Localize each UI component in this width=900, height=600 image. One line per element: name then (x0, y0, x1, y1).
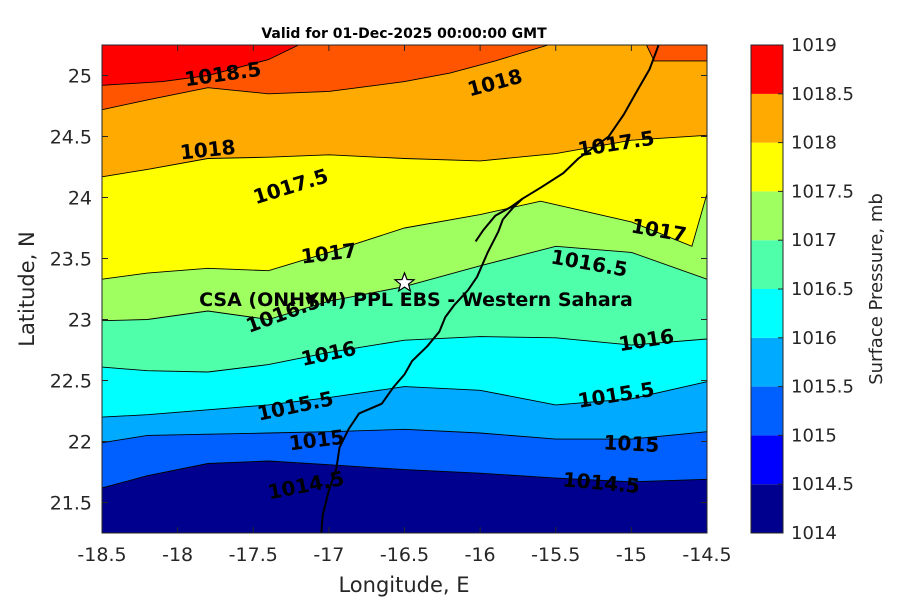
x-tick-label: -16.5 (380, 544, 429, 566)
chart-title: Valid for 01-Dec-2025 00:00:00 GMT (261, 26, 547, 42)
y-tick-label: 23 (68, 310, 92, 332)
colorbar-segment (751, 484, 783, 533)
colorbar-segment (751, 142, 783, 192)
colorbar-segment-top (751, 45, 783, 94)
colorbar-segment (751, 386, 783, 436)
colorbar-tick-label: 1015.5 (791, 377, 854, 398)
band-above-1018.5 (102, 45, 299, 86)
contour-1015 (102, 428, 707, 444)
peninsula-path (474, 197, 524, 242)
contour-label: 1018 (179, 135, 237, 165)
y-tick-label: 23.5 (50, 249, 92, 271)
contour-1018 (646, 45, 707, 62)
contour-1016 (102, 336, 707, 373)
colorbar-tick-label: 1019 (791, 35, 837, 56)
contour-1016.5 (102, 245, 707, 322)
x-tick-label: -17.5 (229, 544, 278, 566)
x-axis-ticks: -18.5 -18 -17.5 -17 -16.5 -16 -15.5 -15 -14.5 (77, 45, 732, 566)
colorbar-tick-label: 1017 (791, 230, 837, 251)
x-tick-label: -18.5 (77, 544, 126, 566)
colorbar-tick-label: 1014 (791, 523, 837, 544)
pressure-fills (102, 45, 707, 533)
x-tick-label: -17 (313, 544, 344, 566)
contour-label: 1015 (603, 430, 660, 457)
coastline (320, 45, 660, 533)
y-tick-label: 24.5 (50, 127, 92, 149)
y-tick-label: 21.5 (50, 493, 92, 515)
colorbar-label: Surface Pressure, mb (866, 193, 887, 385)
y-axis-label: Latitude, N (15, 231, 39, 347)
x-tick-label: -18 (162, 544, 193, 566)
colorbar: 1014 1014.5 1015 1015.5 1016 1016.5 1017 1017.5… (750, 35, 854, 544)
colorbar-tick-label: 1016 (791, 328, 837, 349)
x-tick-label: -14.5 (682, 544, 731, 566)
station-annotation: CSA (ONHYM) PPL EBS - Western Sahara (199, 289, 633, 311)
x-tick-label: -15 (616, 544, 647, 566)
colorbar-tick-label: 1018.5 (791, 84, 854, 105)
colorbar-segment (751, 93, 783, 143)
colorbar-segment (751, 289, 783, 338)
y-tick-label: 25 (68, 66, 92, 88)
contour-1018 (102, 45, 549, 111)
colorbar-tick-label: 1017.5 (791, 181, 854, 202)
coastline-path (320, 45, 660, 533)
contour-1014.5 (102, 460, 707, 489)
band-corner-1018 (646, 45, 707, 61)
colorbar-tick-label: 1018 (791, 133, 837, 154)
colorbar-segment (751, 191, 783, 241)
colorbar-segment (751, 240, 783, 289)
colorbar-tick-label: 1015 (791, 425, 837, 446)
colorbar-segment (751, 337, 783, 387)
station-star-icon (393, 271, 416, 293)
x-tick-label: -16 (465, 544, 496, 566)
y-tick-label: 24 (68, 188, 92, 210)
x-tick-label: -15.5 (531, 544, 580, 566)
contour-1018.5 (102, 45, 299, 86)
colorbar-tick-label: 1014.5 (791, 474, 854, 495)
colorbar-tick-label: 1016.5 (791, 279, 854, 300)
y-tick-label: 22 (68, 432, 92, 454)
plot-area (102, 45, 707, 533)
colorbar-segment (751, 435, 783, 485)
y-tick-label: 22.5 (50, 371, 92, 393)
contour-1015.5 (102, 381, 707, 418)
x-axis-label: Longitude, E (338, 573, 469, 597)
contour-1017 (102, 193, 707, 280)
y-axis-ticks: 21.5 22 22.5 23 23.5 24 24.5 25 (50, 66, 707, 515)
